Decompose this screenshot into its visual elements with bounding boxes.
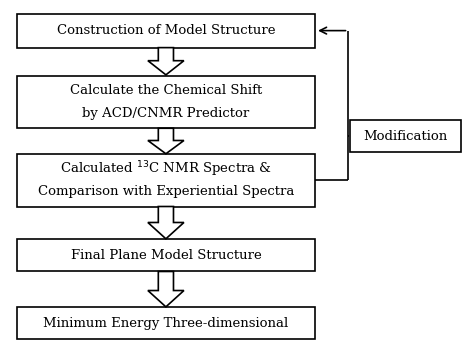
Text: by ACD/CNMR Predictor: by ACD/CNMR Predictor	[82, 107, 249, 120]
Text: Modification: Modification	[363, 129, 447, 143]
FancyBboxPatch shape	[17, 76, 315, 128]
Text: Final Plane Model Structure: Final Plane Model Structure	[71, 249, 261, 262]
FancyBboxPatch shape	[17, 239, 315, 271]
Text: Minimum Energy Three-dimensional: Minimum Energy Three-dimensional	[43, 317, 289, 330]
Text: Calculated $^{13}$C NMR Spectra &: Calculated $^{13}$C NMR Spectra &	[60, 159, 272, 179]
FancyBboxPatch shape	[17, 307, 315, 339]
Polygon shape	[148, 48, 184, 75]
Polygon shape	[148, 128, 184, 154]
Text: Construction of Model Structure: Construction of Model Structure	[57, 24, 275, 37]
FancyBboxPatch shape	[17, 14, 315, 48]
Text: Calculate the Chemical Shift: Calculate the Chemical Shift	[70, 84, 262, 97]
FancyBboxPatch shape	[17, 154, 315, 207]
FancyBboxPatch shape	[350, 120, 461, 152]
Polygon shape	[148, 271, 184, 307]
Polygon shape	[148, 206, 184, 239]
Text: Comparison with Experiential Spectra: Comparison with Experiential Spectra	[38, 185, 294, 198]
